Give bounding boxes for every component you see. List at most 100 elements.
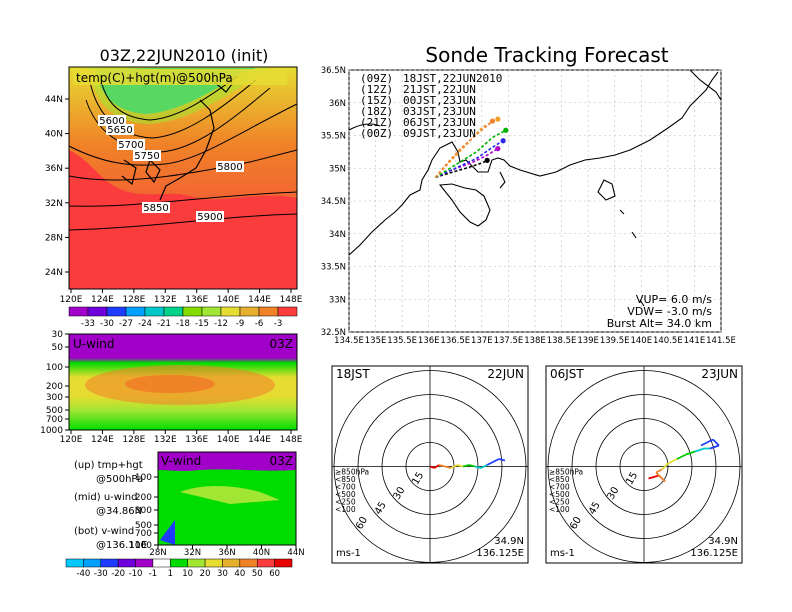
u-x-tick-label: 144E — [248, 435, 271, 445]
contour-label: 5600 — [99, 116, 124, 127]
legend-code: (18Z) — [360, 105, 393, 118]
hodograph-segment — [694, 447, 705, 453]
colorbar-swatch — [100, 558, 119, 568]
u-wind-x-ticks: 120E 124E 128E 132E 136E 140E 144E 148E — [60, 430, 303, 445]
legend-code: (15Z) — [360, 94, 393, 107]
contour-label: 5650 — [107, 125, 132, 136]
v-wind-patch — [180, 486, 280, 504]
legend-time: 18JST,22JUN2010 — [403, 72, 502, 85]
tracking-panel: Sonde Tracking Forecast 134.5E 135E 135.5E… — [321, 43, 736, 346]
sonde-track-end — [500, 138, 506, 144]
v-wind-south — [160, 520, 175, 545]
tracking-legend: (09Z) 18JST,22JUN2010 (12Z) 21JST,22JUN (15Z… — [360, 72, 502, 140]
contour-label-bg — [98, 115, 126, 126]
colorbar-tick-label: 40 — [234, 569, 245, 579]
map-title: 03Z,22JUN2010 (init) — [100, 46, 269, 65]
hodograph-legend-item: <500 — [335, 490, 356, 499]
hodograph-segment — [450, 464, 458, 469]
ring-label: 15 — [410, 470, 426, 487]
u-wind-frame — [68, 333, 298, 431]
colorbar-swatch — [239, 306, 260, 317]
hodograph-legend-item: <700 — [335, 483, 356, 492]
hodograph-unit: ms-1 — [550, 548, 575, 559]
legend-code: (09Z) — [360, 72, 393, 85]
hodograph-date: 23JUN — [701, 367, 738, 381]
tracking-x-tick-label: 137.5E — [494, 336, 524, 346]
legend-time: 00JST,23JUN — [403, 94, 476, 107]
sonde-track — [435, 159, 488, 179]
v-wind-time: 03Z — [270, 454, 294, 468]
legend-time: 03JST,23JUN — [403, 105, 476, 118]
colorbar-swatch — [106, 306, 127, 317]
v-y-tick-label: 1000 — [129, 541, 152, 551]
u-y-tick-label: 30 — [52, 330, 64, 340]
colorbar-tick-label: 20 — [200, 569, 211, 579]
param-vup: VUP= 6.0 m/s — [636, 293, 712, 306]
colorbar-swatch — [144, 306, 165, 317]
map-x-tick-label: 140E — [217, 295, 240, 305]
sonde-track — [435, 140, 504, 179]
colorbar-swatch — [117, 558, 136, 568]
colorbar-swatch — [152, 558, 171, 568]
sonde-track-end — [495, 146, 501, 152]
legend-time: 21JST,22JUN — [403, 83, 476, 96]
sonde-tracks — [434, 116, 509, 179]
v-x-tick-label: 28N — [149, 548, 166, 558]
u-jet-core — [125, 375, 215, 393]
v-wind-upper — [158, 452, 296, 471]
colorbar-swatch — [204, 558, 223, 568]
colorbar-swatch — [220, 306, 241, 317]
colorbar-tick-label: -20 — [111, 569, 125, 579]
colorbar-tick-label: -30 — [94, 569, 108, 579]
hodograph-date: 22JUN — [487, 367, 524, 381]
tracking-y-tick-label: 36N — [329, 99, 346, 109]
contour-label-bg — [196, 211, 224, 222]
hodograph-legend-item: <100 — [335, 505, 356, 514]
hodograph-segment — [655, 471, 666, 483]
tracking-x-tick-label: 141.5E — [706, 336, 736, 346]
hodograph-segment — [462, 464, 470, 468]
tracking-y-tick-label: 32.5N — [321, 328, 346, 338]
hodograph-segment — [468, 464, 476, 468]
colorbar-tick-label: -27 — [119, 319, 133, 329]
tracking-grid — [348, 69, 722, 333]
colorbar-tick-label: 1 — [168, 569, 173, 579]
hodograph-segment — [676, 453, 687, 460]
u-x-tick-label: 124E — [91, 435, 114, 445]
hodograph-legend-item: <250 — [335, 498, 356, 507]
map-y-tick-label: 44N — [45, 95, 63, 105]
colorbar-swatch — [65, 558, 84, 568]
colorbar-tick-label: -15 — [195, 319, 209, 329]
v-x-tick-label: 44N — [287, 548, 304, 558]
contour-label-bg — [106, 124, 134, 135]
tracking-x-tick-label: 141E — [684, 336, 706, 346]
hodograph-unit: ms-1 — [336, 548, 361, 559]
hodograph-segment — [438, 464, 446, 468]
colorbar-tick-label: -10 — [129, 569, 143, 579]
note-bot-lon: @136.11E — [96, 540, 147, 551]
u-y-tick-label: 700 — [46, 415, 63, 425]
colorbar-swatch — [182, 306, 203, 317]
tracking-x-tick-label: 136.5E — [440, 336, 470, 346]
map-subtitle: temp(C)+hgt(m)@500hPa — [76, 71, 233, 85]
legend-time: 06JST,23JUN — [403, 116, 476, 129]
colorbar-tick-label: -6 — [255, 319, 263, 329]
colorbar-swatch — [170, 558, 188, 568]
hodograph-segment — [429, 465, 435, 469]
map-x-tick-label: 124E — [91, 295, 114, 305]
colorbar-swatch — [125, 306, 146, 317]
contour-label-bg — [133, 150, 161, 161]
v-x-tick-label: 36N — [218, 548, 235, 558]
v-y-tick-label: 300 — [135, 506, 152, 516]
param-vdw: VDW= -3.0 m/s — [627, 305, 712, 318]
v-y-tick-label: 500 — [135, 521, 152, 531]
map-x-tick-label: 132E — [154, 295, 177, 305]
map-x-tick-label: 148E — [280, 295, 303, 305]
tracking-y-tick-label: 33N — [329, 295, 346, 305]
map-x-tick-label: 128E — [122, 295, 145, 305]
hodograph-legend-item: <100 — [549, 505, 570, 514]
colorbar-tick-label: -18 — [176, 319, 190, 329]
